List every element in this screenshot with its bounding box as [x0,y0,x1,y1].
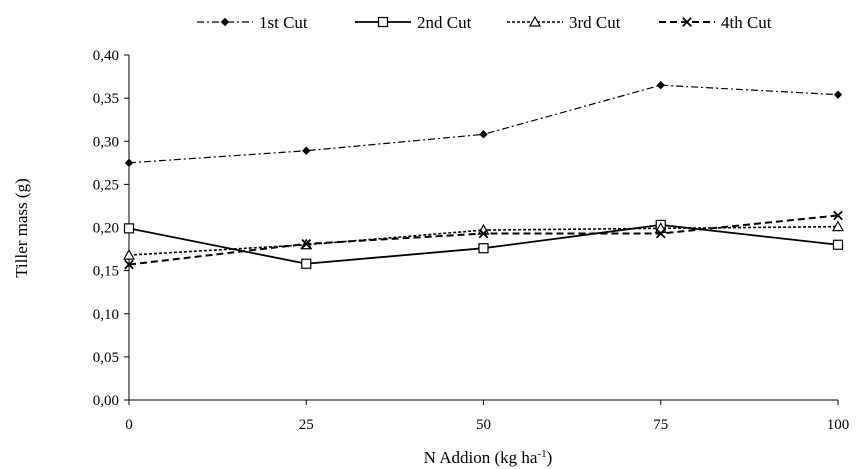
x-axis-title: N Addion (kg ha-1) [424,448,553,467]
y-tick-label: 0,40 [93,48,119,64]
data-point [301,258,312,269]
legend-item-3: 3rd Cut [507,13,621,32]
data-point [832,239,844,250]
y-tick-label: 0,15 [93,264,119,280]
legend-label: 4th Cut [721,13,772,32]
legend-marker [220,17,230,27]
legend-item-2: 2nd Cut [355,13,472,32]
y-tick-label: 0,05 [93,350,119,366]
data-point [301,239,312,249]
legend-item-4: 4th Cut [659,13,772,32]
y-tick-label: 0,25 [93,177,119,193]
legend: 1st Cut 2nd Cut 3rd Cut 4th Cut [197,13,772,32]
y-tick-label: 0,35 [93,91,119,107]
series-4 [124,210,843,270]
data-point [479,130,488,139]
y-tick-label: 0,30 [93,134,119,150]
data-point [833,210,843,221]
y-axis: 0,00 0,05 0,10 0,15 0,20 0,25 0,30 0,35 0,40 [93,48,130,409]
series-line [128,214,839,266]
data-point [122,248,136,260]
legend-marker [377,16,389,28]
legend-label: 1st Cut [259,13,308,32]
y-tick-label: 0,10 [93,307,119,323]
data-point [831,220,845,232]
legend-label: 2nd Cut [417,13,472,32]
data-point [123,223,135,234]
x-tick-label: 100 [827,417,850,433]
data-point [124,158,134,168]
y-tick-label: 0,00 [93,393,119,409]
legend-marker [682,17,692,27]
data-point [124,259,134,270]
data-point [833,90,843,99]
series-layer [122,80,845,270]
data-point [655,228,666,239]
data-point [478,243,489,254]
data-point [478,228,489,239]
series-1 [124,80,843,168]
legend-label: 3rd Cut [569,13,621,32]
y-axis-title: Tiller mass (g) [12,178,31,278]
y-tick-label: 0,20 [93,221,119,237]
series-line [128,84,839,164]
x-tick-label: 25 [299,417,314,433]
legend-marker [528,15,542,27]
data-point [656,80,665,90]
x-tick-label: 0 [125,417,133,433]
x-axis: 0 25 50 75 100 [125,399,850,433]
data-point [302,146,311,155]
legend-item-1: 1st Cut [197,13,308,32]
x-tick-label: 50 [476,417,491,433]
x-tick-label: 75 [653,417,668,433]
